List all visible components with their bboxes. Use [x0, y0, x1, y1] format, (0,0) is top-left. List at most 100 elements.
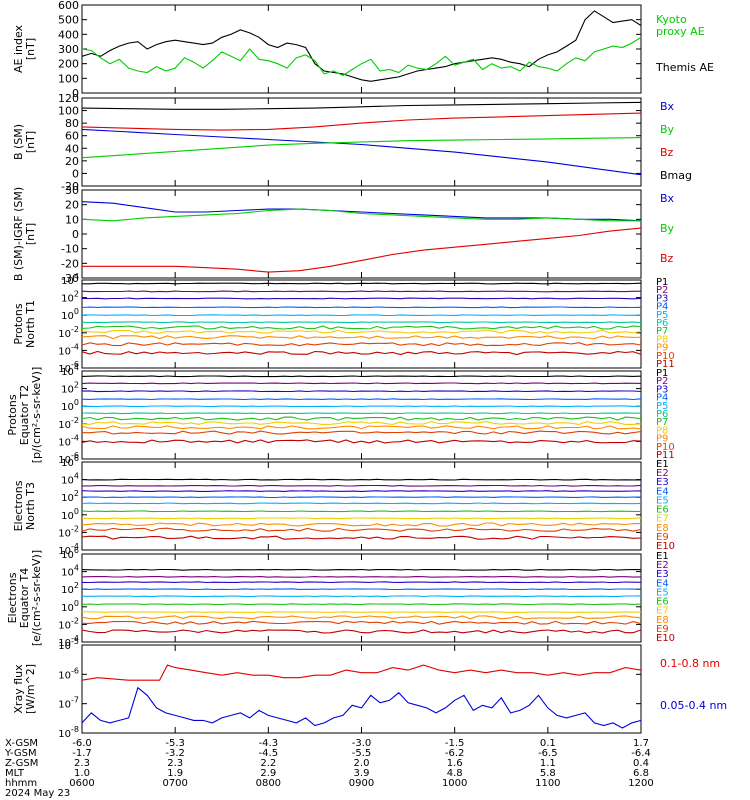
ytick-label-bsm: 80: [65, 117, 79, 130]
series-line-pn-P10: [81, 342, 642, 347]
ylabel-bsm: B (SM): [12, 124, 25, 160]
series-line-ee-E2: [81, 575, 642, 578]
series-line-ee-E9: [82, 620, 642, 625]
series-line-bsm-Bz: [81, 112, 642, 131]
ytick-label-ee: 104: [61, 564, 79, 579]
series-line-ee-E10: [81, 629, 642, 634]
legend-en-E7: E7: [656, 514, 669, 525]
legend-pe-P4: P4: [656, 393, 668, 404]
ephemeris-value: -3.2: [165, 748, 185, 759]
series-line-pn-P5: [82, 314, 642, 317]
ylabel-pe: Protons: [6, 394, 19, 435]
ephemeris-value: 1.0: [74, 768, 90, 779]
legend-en-E1: E1: [656, 459, 669, 470]
ephemeris-value: -6.2: [445, 748, 465, 759]
series-line-en-E1: [81, 478, 641, 481]
ephemeris-value: 0700: [162, 778, 187, 789]
legend-pe-P6: P6: [656, 409, 668, 420]
ephemeris-value: 0.1: [540, 738, 556, 749]
ytick-label-ae: 0: [72, 87, 79, 100]
legend-pe-P10: P10: [656, 442, 675, 453]
ylabel-bigrf: [nT]: [24, 223, 37, 245]
ephemeris-value: -1.5: [445, 738, 465, 749]
ephemeris-value: 2.2: [260, 758, 276, 769]
series-line-pe-P4: [81, 398, 642, 401]
series-line-pn-P1: [82, 282, 642, 285]
series-line-ee-E6: [81, 603, 642, 606]
legend-pn-P6: P6: [656, 318, 668, 329]
series-line-xray-0.1-0.8 nm: [81, 664, 642, 681]
legend-en-E2: E2: [656, 468, 669, 479]
series-line-pe-P10: [82, 430, 642, 435]
ylabel-pe: Equator T2: [18, 385, 31, 445]
ephemeris-value: 1.7: [633, 738, 649, 749]
series-line-pn-P6: [81, 321, 642, 324]
ephemeris-value: -6.4: [631, 748, 651, 759]
legend-pn-P11: P11: [656, 359, 675, 370]
ylabel-ee: Electrons: [6, 572, 19, 623]
ephemeris-value: -6.5: [538, 748, 558, 759]
legend-bsm-By: By: [660, 123, 675, 136]
series-line-bsm-By: [81, 137, 642, 159]
ytick-label-pe: 10-2: [58, 416, 79, 431]
ytick-label-ae: 500: [58, 14, 79, 27]
ytick-label-en: 106: [61, 454, 79, 469]
ytick-label-en: 102: [61, 489, 79, 504]
panel-frame-pe: [81, 370, 642, 460]
series-line-ae-Kyoto proxy AE: [81, 36, 642, 77]
ephemeris-value: 2.9: [260, 768, 276, 779]
panel-frame-bigrf: [81, 189, 642, 279]
series-line-en-E8: [81, 522, 641, 527]
legend-en-E5: E5: [656, 495, 669, 506]
ytick-label-ae: 100: [58, 72, 79, 85]
ytick-label-pe: 10-4: [58, 433, 79, 448]
ytick-label-pe: 104: [61, 363, 79, 378]
series-line-en-E9: [81, 527, 642, 532]
legend-bsm-Bmag: Bmag: [660, 169, 692, 182]
ytick-label-en: 100: [61, 507, 79, 522]
ytick-label-pn: 10-4: [58, 342, 79, 357]
ephemeris-value: -4.3: [259, 738, 279, 749]
series-line-pe-P1: [81, 375, 642, 378]
ytick-label-ee: 106: [61, 546, 79, 561]
legend-en-E6: E6: [656, 505, 669, 516]
legend-ee-E7: E7: [656, 606, 669, 617]
ylabel-en: North T3: [24, 482, 37, 530]
ytick-label-bsm: 0: [72, 167, 79, 180]
series-line-pn-P8: [81, 329, 642, 334]
legend-pe-P3: P3: [656, 384, 668, 395]
legend-pe-P8: P8: [656, 425, 668, 436]
ephemeris-value: -6.0: [72, 738, 92, 749]
ephemeris-value: 1.9: [167, 768, 183, 779]
legend-pe-P2: P2: [656, 376, 668, 387]
ytick-label-pn: 10-2: [58, 325, 79, 340]
ylabel-ee: Equator T4: [18, 568, 31, 628]
ephemeris-value: 2.0: [354, 758, 370, 769]
ytick-label-bigrf: 30: [65, 184, 79, 197]
series-line-en-E4: [82, 496, 642, 499]
ephemeris-value: 4.8: [447, 768, 463, 779]
ytick-label-en: 10-2: [58, 524, 79, 539]
ylabel-ae: AE index: [12, 24, 25, 73]
legend-en-E10: E10: [656, 541, 675, 552]
legend-ee-E3: E3: [656, 569, 669, 580]
ephemeris-label: MLT: [5, 768, 25, 779]
ephemeris-value: 0600: [69, 778, 94, 789]
legend-pn-P3: P3: [656, 293, 668, 304]
series-line-en-E5: [81, 502, 642, 505]
series-line-xray-0.05-0.4 nm: [81, 686, 642, 729]
ephemeris-value: -1.7: [72, 748, 92, 759]
legend-pn-P5: P5: [656, 310, 668, 321]
ytick-label-en: 10-4: [58, 542, 79, 557]
ephemeris-label: Z-GSM: [5, 758, 38, 769]
ytick-label-pe: 10-6: [58, 451, 79, 466]
series-line-en-E7: [81, 517, 642, 520]
legend-ee-E4: E4: [656, 578, 669, 589]
legend-bigrf-Bz: Bz: [660, 252, 674, 265]
legend-ee-E6: E6: [656, 597, 669, 608]
ephemeris-value: 1200: [628, 778, 653, 789]
series-line-ee-E4: [81, 588, 642, 591]
series-line-pn-P4: [81, 306, 642, 309]
series-line-en-E2: [82, 484, 642, 487]
